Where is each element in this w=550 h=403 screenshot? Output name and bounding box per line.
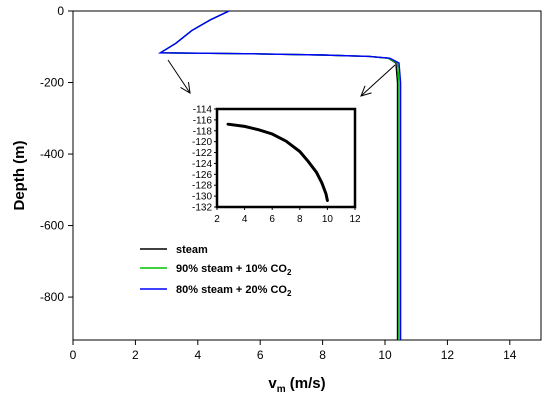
x-tick-label: 8 [319,348,326,362]
main-axes: 0 2 4 6 8 10 12 14 0 -200 -400 -600 -800 vm (m/s) Dept… [11,4,542,395]
x-tick-label: 10 [378,348,392,362]
inset-y-tick-label: -114 [193,105,213,116]
inset-y-tick-label: -118 [193,126,213,137]
inset-x-tick-label: 4 [242,214,248,225]
y-tick-label: -800 [40,290,64,304]
arrow-shaft [167,59,191,94]
inset-y-tick-label: -122 [192,148,212,159]
inset-x-tick-label: 6 [269,214,275,225]
inset-frame [215,107,357,209]
x-tick-label: 6 [257,348,264,362]
plot-frame [72,10,542,341]
x-tick-label: 0 [70,348,77,362]
y-axis-label: Depth (m) [11,141,28,211]
inset-x-tick-label: 2 [214,214,220,225]
arrow-head [360,85,372,97]
arrow-left [167,59,191,94]
inset-y-tick-label: -124 [192,159,212,170]
inset-chart: 2 4 6 8 10 12 -114-116-118-120-122-124-126-128… [192,105,361,226]
inset-y-tick-label: -128 [192,181,212,192]
inset-series-line-0 [226,122,329,202]
inset-y-tick-label: -132 [192,203,212,214]
inset-y-tick-label: -116 [193,115,213,126]
arrow-right [360,64,396,97]
inset-pointer-arrows [167,59,396,97]
x-tick-label: 12 [441,348,455,362]
arrow-head [180,82,191,94]
x-tick-label: 2 [132,348,139,362]
inset-x-tick-label: 12 [349,214,361,225]
inset-y-tick-label: -126 [192,170,212,181]
legend: steam 90% steam + 10% CO2 80% steam + 20% … [140,244,292,298]
y-tick-label: -400 [40,147,64,161]
x-tick-label: 14 [503,348,517,362]
legend-label-0: steam [176,244,208,256]
y-tick-label: -600 [40,219,64,233]
y-tick-label: 0 [57,4,64,18]
inset-x-tick-label: 10 [322,214,334,225]
x-axis-label: vm (m/s) [268,375,325,395]
inset-y-tick-label: -130 [192,192,212,203]
y-tick-label: -200 [40,76,64,90]
x-tick-label: 4 [194,348,201,362]
legend-label-1: 90% steam + 10% CO2 [176,263,292,277]
series-line-2 [157,10,402,340]
main-series [157,10,402,340]
inset-x-tick-label: 8 [297,214,303,225]
inset-y-tick-label: -120 [192,137,212,148]
legend-label-2: 80% steam + 20% CO2 [176,284,292,298]
arrow-shaft [360,64,396,97]
